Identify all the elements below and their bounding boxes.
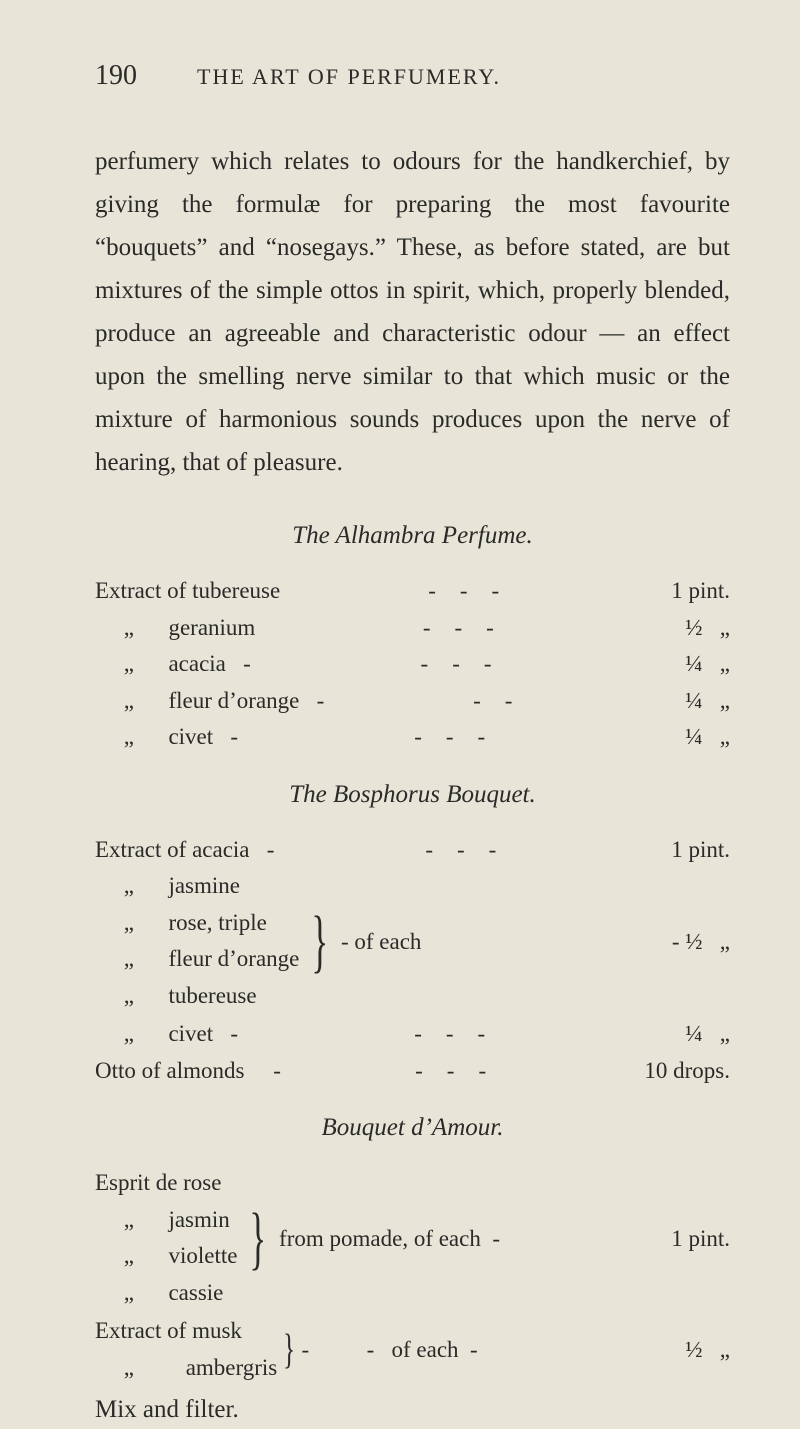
ingredient: „ fleur d’orange	[95, 942, 299, 977]
recipe-row: „ civet - --- ¼ „	[95, 720, 730, 755]
amount: ½ „	[685, 1333, 730, 1368]
bracket-label: - - of each -	[301, 1333, 477, 1368]
bracket-items: Extract of musk „ ambergris	[95, 1314, 277, 1387]
dashes: ---	[255, 611, 685, 646]
dashes	[500, 1222, 671, 1257]
ingredient: „ civet -	[95, 1017, 238, 1052]
ingredient: Extract of musk	[95, 1314, 242, 1349]
recipe-row: Extract of acacia - --- 1 pint.	[95, 833, 730, 868]
bracket-group: „ jasmine „ rose, triple „ fleur d’orang…	[95, 869, 730, 1015]
recipe2: Extract of acacia - --- 1 pint. „ jasmin…	[95, 833, 730, 1089]
bracket-group: Extract of musk „ ambergris } - - of eac…	[95, 1314, 730, 1387]
brace-icon: }	[250, 1204, 267, 1274]
dashes: ---	[280, 574, 671, 609]
bracket-label: ‑ of each	[341, 925, 421, 960]
ingredient: „ fleur d’orange -	[95, 684, 324, 719]
amount: ¼ „	[685, 647, 730, 682]
ingredient: „ rose, triple	[95, 906, 267, 941]
amount: 1 pint.	[671, 833, 730, 868]
ingredient: „ geranium	[95, 611, 255, 646]
page-header: 190 THE ART OF PERFUMERY.	[95, 60, 730, 92]
bracket-items: „ jasmine „ rose, triple „ fleur d’orang…	[95, 869, 299, 1015]
ingredient: „ violette	[95, 1239, 237, 1274]
amount: 10 drops.	[644, 1054, 730, 1089]
recipe2-title: The Bosphorus Bouquet.	[95, 781, 730, 809]
ingredient: „ tubereuse	[95, 979, 257, 1014]
recipe-row: „ acacia - --- ¼ „	[95, 647, 730, 682]
recipe-row: „ civet - --- ¼ „	[95, 1017, 730, 1052]
recipe3: Esprit de rose „ jasmin „ violette „ cas…	[95, 1166, 730, 1429]
recipe3-title: Bouquet d’Amour.	[95, 1114, 730, 1142]
dashes	[478, 1333, 686, 1368]
brace-icon: }	[312, 907, 329, 977]
ingredient: Extract of tubereuse	[95, 574, 280, 609]
bracket-right: from pomade, of each - 1 pint.	[279, 1222, 730, 1257]
recipe1-title: The Alhambra Perfume.	[95, 522, 730, 550]
body-paragraph: perfumery which relates to odours for th…	[95, 140, 730, 484]
dashes: ---	[251, 647, 685, 682]
amount: 1 pint.	[671, 574, 730, 609]
page-number: 190	[95, 60, 137, 92]
amount: ¼ „	[685, 720, 730, 755]
dashes: ---	[274, 833, 671, 868]
amount: ½ „	[685, 611, 730, 646]
dashes: ---	[281, 1054, 644, 1089]
page-container: 190 THE ART OF PERFUMERY. perfumery whic…	[0, 0, 800, 1406]
bracket-items: Esprit de rose „ jasmin „ violette „ cas…	[95, 1166, 237, 1312]
ingredient: „ acacia -	[95, 647, 251, 682]
running-head: THE ART OF PERFUMERY.	[197, 64, 501, 90]
ingredient: „ ambergris	[95, 1351, 277, 1386]
final-instruction: Mix and filter.	[95, 1391, 730, 1429]
ingredient: Esprit de rose	[95, 1166, 221, 1201]
bracket-group: Esprit de rose „ jasmin „ violette „ cas…	[95, 1166, 730, 1312]
dashes: ---	[238, 1017, 685, 1052]
amount: ¼ „	[685, 1017, 730, 1052]
ingredient: „ jasmine	[95, 869, 240, 904]
ingredient: „ cassie	[95, 1276, 223, 1311]
recipe1: Extract of tubereuse --- 1 pint. „ geran…	[95, 574, 730, 755]
dashes: --	[324, 684, 685, 719]
brace-icon: }	[283, 1332, 295, 1370]
amount: - ½ „	[672, 925, 730, 960]
ingredient: Otto of almonds -	[95, 1054, 281, 1089]
dashes	[421, 925, 671, 960]
amount: 1 pint.	[671, 1222, 730, 1257]
ingredient: „ jasmin	[95, 1203, 230, 1238]
recipe-row: Extract of tubereuse --- 1 pint.	[95, 574, 730, 609]
recipe-row: Otto of almonds - --- 10 drops.	[95, 1054, 730, 1089]
amount: ¼ „	[685, 684, 730, 719]
ingredient: Extract of acacia -	[95, 833, 274, 868]
bracket-label: from pomade, of each -	[279, 1222, 500, 1257]
bracket-right: - - of each - ½ „	[301, 1333, 730, 1368]
recipe-row: „ fleur d’orange - -- ¼ „	[95, 684, 730, 719]
bracket-right: ‑ of each - ½ „	[341, 925, 730, 960]
ingredient: „ civet -	[95, 720, 238, 755]
recipe-row: „ geranium --- ½ „	[95, 611, 730, 646]
dashes: ---	[238, 720, 685, 755]
